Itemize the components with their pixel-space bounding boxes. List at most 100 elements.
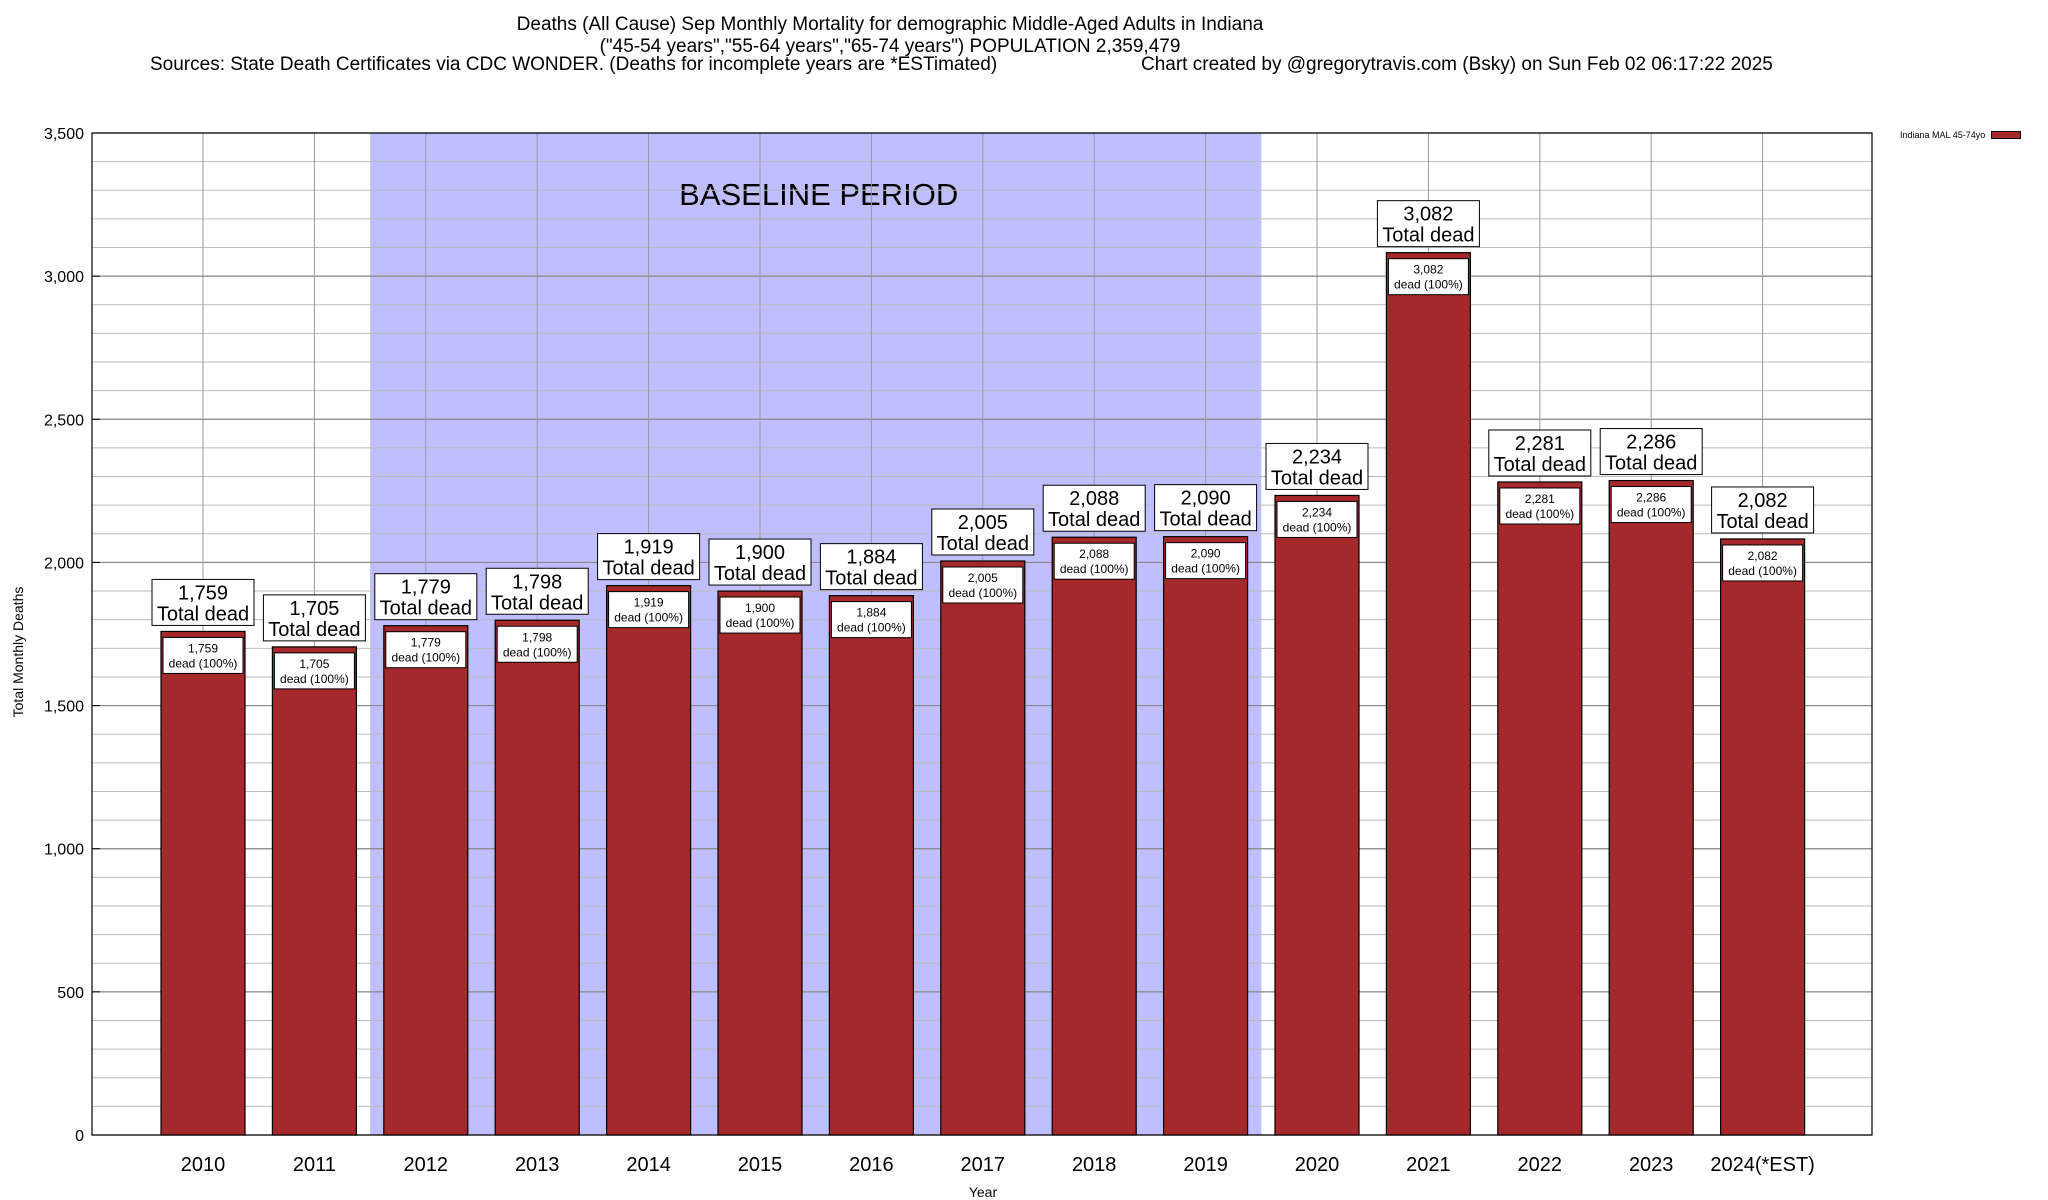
bar-inner-percent-label: dead (100%) xyxy=(726,616,795,630)
bar xyxy=(1608,479,1694,1136)
bar-inner-label-box xyxy=(496,625,578,663)
bar-top-total-label: Total dead xyxy=(602,558,694,580)
x-tick-label: 2010 xyxy=(181,1154,226,1176)
bar-top-total-label: Total dead xyxy=(268,619,360,641)
bar-top-label-box xyxy=(819,543,923,591)
x-tick-label: 2012 xyxy=(404,1154,449,1176)
bar-top-value-label: 1,900 xyxy=(735,542,785,564)
bar-top-value-label: 2,286 xyxy=(1626,432,1676,454)
y-tick-label: 1,000 xyxy=(44,842,84,859)
y-tick-label: 3,500 xyxy=(44,126,84,143)
bar-inner-label-box xyxy=(1053,542,1135,580)
bar-inner-percent-label: dead (100%) xyxy=(1171,562,1240,576)
legend-swatch xyxy=(1991,131,2022,139)
bar-inner-value-label: 2,090 xyxy=(1191,547,1221,561)
bar-inner-label-box xyxy=(273,652,355,690)
bar-top-value-label: 1,779 xyxy=(401,577,451,599)
bar-top-total-label: Total dead xyxy=(491,592,583,614)
bar-inner-percent-label: dead (100%) xyxy=(1394,278,1463,292)
bar-inner-percent-label: dead (100%) xyxy=(169,656,238,670)
bar-top-label-box xyxy=(1488,429,1592,477)
bar xyxy=(494,619,580,1136)
bar-top-value-label: 1,798 xyxy=(512,571,562,593)
bar-inner-label-box xyxy=(719,596,801,634)
bar-top-value-label: 1,884 xyxy=(846,547,896,569)
bar-top-total-label: Total dead xyxy=(825,568,917,590)
x-tick-label: 2023 xyxy=(1629,1154,1674,1176)
y-tick-label: 0 xyxy=(75,1128,84,1145)
x-tick-label: 2018 xyxy=(1072,1154,1117,1176)
bar-top-value-label: 2,082 xyxy=(1738,490,1788,512)
bar-top-total-label: Total dead xyxy=(1048,509,1140,531)
bar-inner-value-label: 2,281 xyxy=(1525,492,1555,506)
bar-inner-percent-label: dead (100%) xyxy=(1283,520,1352,534)
bar-inner-value-label: 1,919 xyxy=(634,596,664,610)
bar-inner-label-box xyxy=(1499,487,1581,525)
bar-top-total-label: Total dead xyxy=(1159,509,1251,531)
bar-inner-value-label: 1,759 xyxy=(188,641,218,655)
x-tick-label: 2016 xyxy=(849,1154,894,1176)
bar-top-label-box xyxy=(931,508,1035,556)
bar-inner-label-box xyxy=(1387,258,1469,296)
bar-inner-value-label: 1,798 xyxy=(522,630,552,644)
x-tick-label: 2015 xyxy=(738,1154,783,1176)
y-axis-label-text: Total Monthly Deaths xyxy=(10,586,26,718)
bar-top-total-label: Total dead xyxy=(157,603,249,625)
y-tick-label: 2,500 xyxy=(44,412,84,429)
x-tick-label: 2022 xyxy=(1518,1154,1563,1176)
bar-inner-percent-label: dead (100%) xyxy=(391,651,460,665)
bar-top-label-box xyxy=(1154,484,1258,532)
bar xyxy=(383,625,469,1136)
bar-inner-value-label: 2,088 xyxy=(1079,547,1109,561)
bar-inner-value-label: 1,900 xyxy=(745,601,775,615)
y-tick-label: 2,000 xyxy=(44,555,84,572)
bar-top-total-label: Total dead xyxy=(714,563,806,585)
bar-inner-percent-label: dead (100%) xyxy=(948,586,1017,600)
bar xyxy=(605,585,692,1136)
bar-top-label-box xyxy=(485,567,589,615)
bar-top-label-box xyxy=(1042,484,1146,532)
chart-credit: Chart created by @gregorytravis.com (Bsk… xyxy=(1141,54,1773,75)
y-tick-label: 1,500 xyxy=(44,699,84,716)
bar-inner-label-box xyxy=(1722,544,1804,582)
bar-inner-label-box xyxy=(385,631,467,669)
x-axis-label: Year xyxy=(969,1184,998,1200)
bar-top-value-label: 2,090 xyxy=(1181,488,1231,510)
bar-inner-value-label: 2,005 xyxy=(968,571,998,585)
bar-top-total-label: Total dead xyxy=(937,533,1029,555)
chart-sources: Sources: State Death Certificates via CD… xyxy=(150,54,998,75)
bar-inner-label-box xyxy=(1276,500,1358,538)
bar-inner-label-box xyxy=(162,636,244,674)
bar-top-total-label: Total dead xyxy=(1494,454,1586,476)
bar-top-value-label: 1,759 xyxy=(178,582,228,604)
chart-title-line-2: ("45-54 years","55-64 years","65-74 year… xyxy=(599,36,1181,57)
bar xyxy=(828,595,915,1136)
bar-top-total-label: Total dead xyxy=(1716,511,1808,533)
bar-top-label-box xyxy=(1711,486,1815,534)
baseline-period-label: BASELINE PERIOD xyxy=(679,177,958,212)
bar-top-label-box xyxy=(151,578,255,626)
bar-top-total-label: Total dead xyxy=(1271,467,1363,489)
bar-top-label-box xyxy=(262,594,366,642)
bar-top-value-label: 3,082 xyxy=(1403,204,1453,226)
bar-inner-label-box xyxy=(1610,486,1692,524)
bar-top-label-box xyxy=(1376,200,1480,248)
bar-inner-value-label: 1,779 xyxy=(411,636,441,650)
bar-top-value-label: 1,919 xyxy=(624,537,674,559)
legend-label: Indiana MAL 45-74yo xyxy=(1900,130,1986,140)
bar xyxy=(717,590,803,1136)
bar-top-value-label: 2,005 xyxy=(958,512,1008,534)
x-tick-label: 2024(*EST) xyxy=(1710,1154,1815,1176)
bar-top-label-box xyxy=(1599,428,1703,476)
bar-inner-percent-label: dead (100%) xyxy=(503,645,572,659)
x-tick-label: 2017 xyxy=(961,1154,1006,1176)
x-tick-label: 2019 xyxy=(1183,1154,1228,1176)
bar-top-value-label: 2,088 xyxy=(1069,488,1119,510)
bar-inner-value-label: 3,082 xyxy=(1413,263,1443,277)
bar-top-total-label: Total dead xyxy=(380,598,472,620)
bar-top-total-label: Total dead xyxy=(1382,225,1474,247)
bar-inner-percent-label: dead (100%) xyxy=(1728,564,1797,578)
x-tick-label: 2014 xyxy=(626,1154,671,1176)
bar xyxy=(1274,494,1360,1136)
